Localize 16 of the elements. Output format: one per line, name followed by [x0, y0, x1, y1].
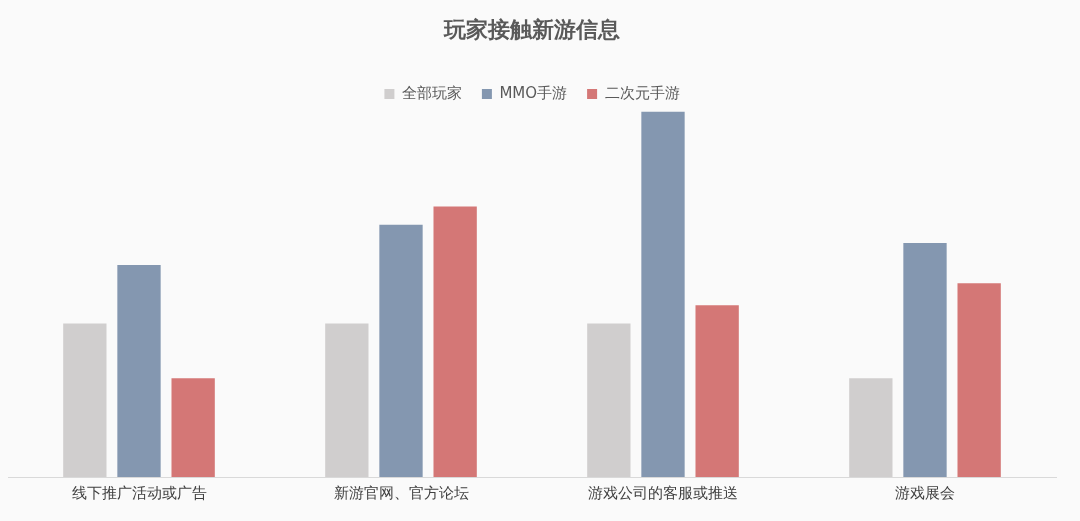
x-tick-label: 游戏公司的客服或推送 [588, 483, 738, 502]
legend-label: 二次元手游 [604, 83, 680, 102]
bar [379, 224, 423, 477]
legend-label: 全部玩家 [401, 83, 462, 102]
bar [641, 111, 685, 477]
x-tick-label: 新游官网、官方论坛 [333, 483, 469, 502]
bar [117, 264, 161, 477]
chart-title: 玩家接触新游信息 [443, 16, 620, 42]
x-tick-label: 线下推广活动或广告 [71, 483, 207, 502]
bar [903, 243, 947, 477]
x-tick-label: 游戏展会 [895, 483, 955, 502]
bar [433, 206, 477, 477]
bar [957, 283, 1001, 477]
bar [695, 305, 739, 477]
bar [171, 378, 215, 477]
legend-label: MMO手游 [499, 83, 568, 102]
